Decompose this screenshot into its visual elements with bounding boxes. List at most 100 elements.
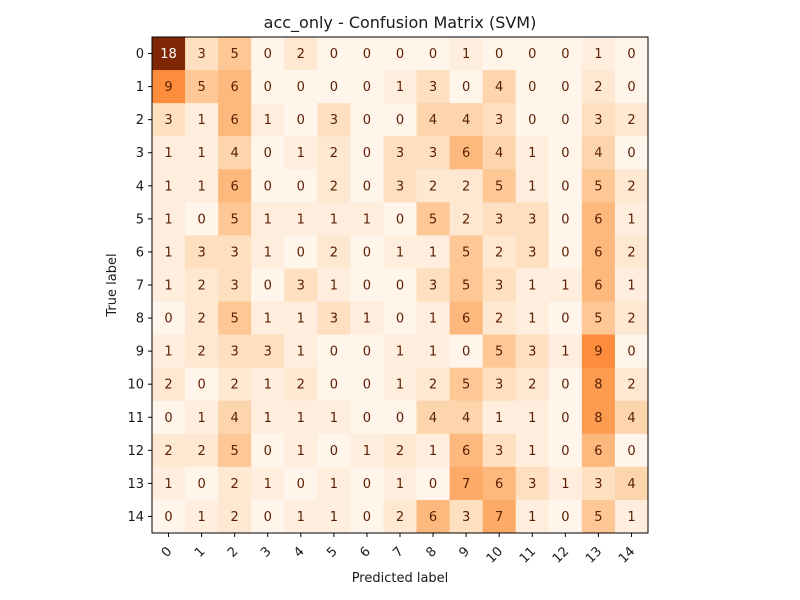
cell-value-label-2-3: 1: [264, 113, 272, 128]
cell-value-label-9-6: 0: [363, 345, 371, 360]
heatmap-cell-8-1: [185, 301, 219, 336]
cell-value-label-6-2: 3: [231, 245, 239, 260]
y-tick-label-14: 14: [127, 510, 144, 525]
x-tick-label-8: 8: [423, 544, 439, 560]
cell-value-label-0-13: 1: [594, 47, 602, 62]
cell-value-label-3-6: 0: [363, 146, 371, 161]
cell-value-label-10-1: 0: [197, 378, 205, 393]
cell-value-label-7-7: 0: [396, 279, 404, 294]
heatmap-cell-11-7: [383, 400, 418, 435]
cell-value-label-6-11: 3: [528, 245, 536, 260]
heatmap-cell-11-2: [218, 400, 252, 435]
y-tick-label-13: 13: [127, 477, 144, 492]
cell-value-label-8-12: 0: [561, 312, 569, 327]
cell-value-label-4-8: 2: [429, 179, 437, 194]
heatmap-cell-7-4: [284, 268, 318, 303]
heatmap-cell-7-10: [482, 268, 517, 303]
cell-value-label-4-1: 1: [197, 179, 205, 194]
y-tick-label-6: 6: [136, 245, 144, 260]
heatmap-cell-0-8: [416, 37, 451, 71]
heatmap-cell-4-6: [350, 169, 384, 203]
cell-value-label-4-0: 1: [164, 179, 172, 194]
cell-value-label-0-2: 5: [231, 47, 239, 62]
heatmap-cell-0-6: [350, 37, 384, 71]
heatmap-cell-2-5: [317, 103, 351, 137]
cell-value-label-10-6: 0: [363, 378, 371, 393]
y-tick-label-7: 7: [136, 279, 144, 294]
cell-value-label-6-12: 0: [561, 245, 569, 260]
heatmap-cell-7-1: [185, 268, 219, 303]
cell-value-label-0-12: 0: [561, 47, 569, 62]
cell-value-label-4-2: 6: [231, 179, 239, 194]
cell-value-label-10-3: 1: [264, 378, 272, 393]
heatmap-cell-6-2: [218, 235, 252, 269]
cell-value-label-1-4: 0: [297, 80, 305, 95]
heatmap-cell-4-7: [383, 169, 418, 203]
heatmap-cell-13-2: [218, 466, 252, 501]
heatmap-cell-13-5: [317, 466, 351, 501]
cell-value-label-12-10: 3: [495, 444, 503, 459]
heatmap-cell-10-5: [317, 367, 351, 402]
heatmap-cell-8-2: [218, 301, 252, 336]
heatmap-cell-9-14: [614, 334, 649, 369]
cell-value-label-14-10: 7: [495, 510, 503, 525]
heatmap-cell-14-3: [251, 499, 285, 534]
heatmap-cell-7-11: [515, 268, 550, 303]
cell-value-label-12-7: 2: [396, 444, 404, 459]
heatmap-cell-12-7: [383, 433, 418, 468]
heatmap-cell-4-4: [284, 169, 318, 203]
cell-value-label-3-4: 1: [297, 146, 305, 161]
cell-value-label-13-2: 2: [231, 477, 239, 492]
cell-value-label-9-5: 0: [330, 345, 338, 360]
heatmap-cell-14-11: [515, 499, 550, 534]
x-tick-label-2: 2: [225, 544, 241, 560]
heatmap-cell-11-9: [449, 400, 484, 435]
cell-value-label-2-6: 0: [363, 113, 371, 128]
heatmap-cell-6-3: [251, 235, 285, 269]
heatmap-cell-3-4: [284, 136, 318, 170]
cell-value-label-12-6: 1: [363, 444, 371, 459]
heatmap-cell-1-5: [317, 70, 351, 104]
heatmap-cell-3-13: [581, 136, 616, 170]
cell-value-label-1-2: 6: [231, 80, 239, 95]
cell-value-label-3-10: 4: [495, 146, 503, 161]
cell-value-label-7-11: 1: [528, 279, 536, 294]
cell-value-label-1-12: 0: [561, 80, 569, 95]
cell-value-label-9-12: 1: [561, 345, 569, 360]
heatmap-cell-6-12: [548, 235, 583, 269]
cell-value-label-8-9: 6: [462, 312, 470, 327]
cell-value-label-1-0: 9: [164, 80, 172, 95]
heatmap-cell-9-0: [152, 334, 186, 369]
heatmap-cell-12-13: [581, 433, 616, 468]
cell-value-label-12-3: 0: [264, 444, 272, 459]
heatmap-cell-5-14: [614, 202, 649, 236]
cell-value-label-13-11: 3: [528, 477, 536, 492]
x-axis-label: Predicted label: [352, 571, 449, 586]
heatmap-cell-12-14: [614, 433, 649, 468]
heatmap-cell-3-10: [482, 136, 517, 170]
cell-value-label-2-14: 2: [627, 113, 635, 128]
heatmap-cell-0-14: [614, 37, 649, 71]
heatmap-cell-1-12: [548, 70, 583, 104]
cell-value-label-0-5: 0: [330, 47, 338, 62]
cell-value-label-14-11: 1: [528, 510, 536, 525]
heatmap-cell-2-6: [350, 103, 384, 137]
cell-value-label-0-3: 0: [264, 47, 272, 62]
heatmap-cell-11-14: [614, 400, 649, 435]
cell-value-label-5-8: 5: [429, 212, 437, 227]
cell-value-label-11-10: 1: [495, 411, 503, 426]
cell-value-label-12-2: 5: [231, 444, 239, 459]
cell-value-label-10-10: 3: [495, 378, 503, 393]
cell-value-label-8-6: 1: [363, 312, 371, 327]
heatmap-cell-8-10: [482, 301, 517, 336]
heatmap-cell-12-1: [185, 433, 219, 468]
heatmap-cell-6-0: [152, 235, 186, 269]
cell-value-label-12-4: 1: [297, 444, 305, 459]
cell-value-label-11-9: 4: [462, 411, 470, 426]
cell-value-label-3-2: 4: [231, 146, 239, 161]
cell-value-label-9-8: 1: [429, 345, 437, 360]
y-tick-label-4: 4: [136, 179, 144, 194]
cell-value-label-11-11: 1: [528, 411, 536, 426]
cell-value-label-8-14: 2: [627, 312, 635, 327]
cell-value-label-11-2: 4: [231, 411, 239, 426]
